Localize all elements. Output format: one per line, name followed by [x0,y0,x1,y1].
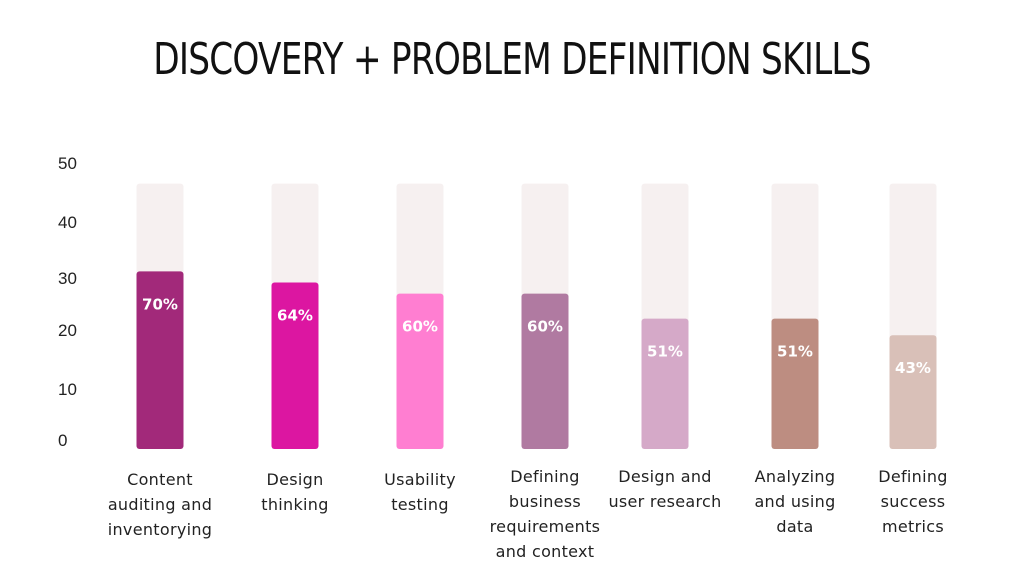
chart-title: DISCOVERY + PROBLEM DEFINITION SKILLS [153,34,871,85]
bar [641,318,689,449]
bar-value-label: 60% [402,318,438,336]
category-label: Defining success metrics [878,467,948,536]
category-label: Content auditing and inventorying [107,470,213,539]
y-tick-label: 30 [58,269,77,288]
y-tick-label: 50 [58,154,77,173]
bar-value-label: 51% [647,343,683,361]
bar-value-label: 51% [777,343,813,361]
bar [771,318,819,449]
category-label: Defining business requirements and context [489,467,601,561]
category-label: Design thinking [261,470,329,514]
bar-value-label: 43% [895,359,931,377]
category-label: Usability testing [384,470,456,514]
bar [271,282,319,449]
bar [521,293,569,449]
y-tick-label: 40 [58,213,77,232]
category-label: Analyzing and using data [754,467,836,536]
bar-value-label: 64% [277,307,313,325]
bar-value-label: 70% [142,295,178,313]
y-axis: 0 10 20 30 40 50 [58,154,77,450]
bars: 70% 64% 60% 60% 51% 51% 43% [136,183,937,449]
y-tick-label: 20 [58,321,77,340]
bar [136,271,184,449]
bar [396,293,444,449]
y-tick-label: 0 [58,431,67,450]
category-label: Design and user research [608,467,722,511]
bar-value-label: 60% [527,318,563,336]
bar [889,335,937,449]
y-tick-label: 10 [58,380,77,399]
